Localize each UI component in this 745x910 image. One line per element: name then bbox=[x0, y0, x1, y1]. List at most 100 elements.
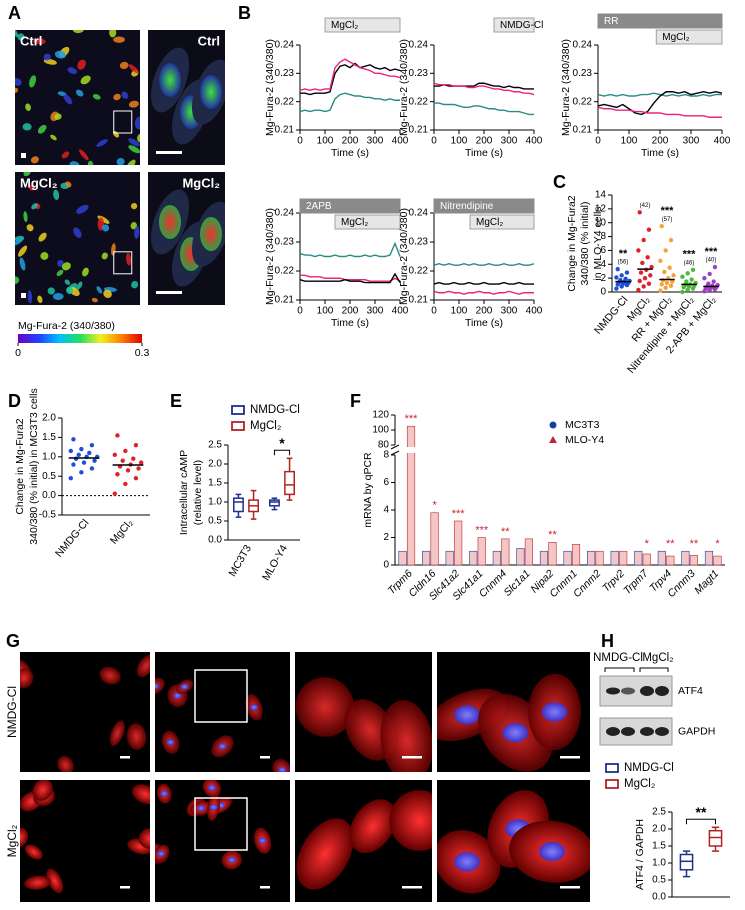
band bbox=[655, 727, 669, 736]
y-tick-label: 0.5 bbox=[208, 516, 222, 527]
cell bbox=[43, 53, 51, 61]
y-tick-label: -0.5 bbox=[39, 510, 57, 521]
nucleus bbox=[160, 790, 169, 797]
micrograph bbox=[155, 780, 290, 902]
axis-break bbox=[396, 447, 726, 453]
significance: ** bbox=[501, 526, 510, 538]
point bbox=[92, 458, 97, 463]
bar bbox=[524, 538, 533, 566]
band bbox=[640, 686, 654, 696]
cell bbox=[15, 237, 24, 246]
trace bbox=[434, 82, 534, 90]
trace bbox=[433, 82, 535, 96]
colorbar-tick-label: 0 bbox=[15, 347, 21, 359]
point bbox=[133, 475, 139, 481]
inset-box bbox=[113, 251, 133, 275]
bar bbox=[477, 537, 486, 566]
cell bbox=[87, 160, 94, 165]
image-label: Ctrl bbox=[20, 33, 42, 48]
y-tick-label: 6 bbox=[600, 245, 606, 256]
legend-label: NMDG-Cl bbox=[250, 404, 300, 416]
significance: ** bbox=[548, 529, 557, 541]
cell bbox=[47, 287, 55, 295]
point bbox=[133, 442, 139, 448]
x-axis-label: Time (s) bbox=[331, 317, 369, 329]
micrograph bbox=[148, 172, 225, 305]
y-tick-label: 0.23 bbox=[573, 68, 593, 79]
legend-label: NMDG-Cl bbox=[624, 762, 674, 774]
treatment-label: RR bbox=[604, 16, 618, 27]
inset-box bbox=[113, 110, 133, 134]
point bbox=[667, 265, 672, 270]
treatment-box bbox=[433, 198, 535, 214]
x-tick-label: 200 bbox=[342, 306, 359, 317]
bar bbox=[704, 550, 714, 566]
cell bbox=[82, 267, 89, 277]
trace bbox=[299, 58, 401, 92]
point bbox=[649, 264, 654, 270]
point bbox=[120, 458, 125, 463]
bar bbox=[548, 542, 557, 566]
point bbox=[636, 248, 641, 253]
box bbox=[679, 853, 694, 871]
band bbox=[640, 727, 654, 736]
cell bbox=[128, 145, 140, 154]
significance: * bbox=[432, 500, 437, 512]
n-label: (42) bbox=[640, 203, 651, 209]
micrograph bbox=[155, 652, 290, 772]
treatment-label: MgCl₂ bbox=[341, 217, 368, 228]
y-tick-label: 4 bbox=[383, 505, 389, 516]
cell bbox=[23, 211, 28, 223]
point bbox=[79, 446, 84, 452]
y-tick-label: 0.24 bbox=[409, 208, 429, 219]
x-tick-label: 300 bbox=[683, 136, 700, 147]
panel-label: H bbox=[601, 631, 614, 651]
treatment-box bbox=[597, 13, 723, 29]
image-bg bbox=[15, 30, 140, 165]
treatment-label: NMDG-Cl bbox=[500, 20, 543, 31]
cell bbox=[32, 780, 53, 801]
nucleus bbox=[155, 683, 160, 690]
bar bbox=[689, 555, 698, 566]
y-tick-label: 2 bbox=[600, 273, 606, 284]
point bbox=[136, 466, 141, 471]
point bbox=[670, 279, 675, 284]
point bbox=[139, 460, 144, 465]
group-bracket bbox=[604, 667, 635, 672]
significance: * bbox=[715, 538, 720, 550]
y-axis-label: 340/380 (% initial) in MC3T3 cells bbox=[28, 388, 40, 544]
scale-bar bbox=[120, 756, 130, 759]
point bbox=[115, 433, 120, 438]
point bbox=[642, 275, 648, 281]
band bbox=[606, 727, 620, 736]
cell bbox=[37, 124, 47, 134]
point bbox=[123, 481, 128, 487]
cell bbox=[18, 245, 28, 257]
y-tick-label: 0.23 bbox=[275, 237, 295, 248]
cell bbox=[50, 134, 57, 141]
y-tick-label: 1.5 bbox=[652, 841, 666, 852]
cell bbox=[30, 156, 39, 164]
point bbox=[671, 273, 676, 278]
image-label: MgCl₂ bbox=[20, 175, 58, 190]
bar bbox=[501, 538, 510, 566]
scale-bar bbox=[260, 886, 270, 889]
micrograph bbox=[20, 780, 150, 902]
cell bbox=[23, 172, 31, 177]
treatment-box bbox=[655, 29, 723, 45]
cell bbox=[77, 59, 86, 70]
band bbox=[621, 687, 635, 695]
bar bbox=[610, 550, 619, 566]
image-label: Ctrl bbox=[198, 33, 220, 48]
y-tick-label: 0.24 bbox=[573, 40, 593, 51]
point bbox=[680, 274, 685, 279]
y-axis-label: mRNA by qPCR bbox=[362, 452, 374, 528]
point bbox=[662, 269, 667, 275]
y-axis-label: (relative level) bbox=[192, 460, 204, 525]
y-tick-label: 0.0 bbox=[208, 535, 222, 546]
significance: *** bbox=[452, 508, 466, 520]
x-tick-label: 0 bbox=[297, 306, 303, 317]
trace bbox=[433, 263, 535, 266]
cell bbox=[61, 262, 71, 271]
significance-bracket bbox=[686, 818, 716, 825]
